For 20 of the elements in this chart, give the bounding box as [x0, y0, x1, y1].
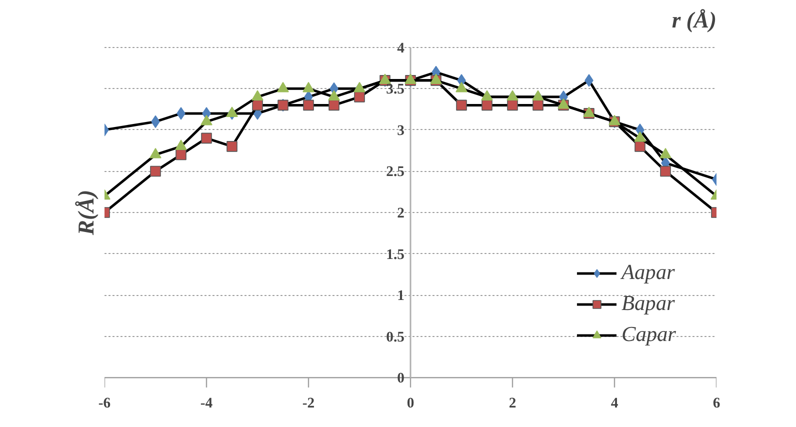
y-tick-label: 3.5 [386, 82, 405, 98]
y-tick-label: 1 [397, 288, 404, 304]
x-tick-label: 4 [610, 396, 619, 412]
y-tick-label: 1.5 [386, 246, 405, 263]
y-tick-label: 0 [397, 370, 404, 387]
legend-label: Aapar [621, 260, 675, 285]
y-tick-label: 2 [397, 206, 404, 222]
y-tick-label: 4 [397, 40, 406, 56]
legend-label: Bapar [621, 291, 675, 316]
x-axis-title: r (Å) [672, 8, 717, 32]
x-tick-label: -4 [200, 396, 214, 412]
y-tick-label: 0.5 [386, 329, 405, 346]
x-tick-label: 2 [508, 396, 516, 412]
x-tick-label: 6 [712, 396, 720, 412]
y-tick-label: 2.5 [386, 164, 405, 180]
x-tick-label: -6 [98, 396, 111, 412]
legend-label: Capar [621, 322, 676, 347]
y-tick-label: 3 [397, 122, 404, 139]
y-axis-title: R(Å) [74, 190, 98, 236]
x-tick-label: -2 [302, 396, 315, 412]
